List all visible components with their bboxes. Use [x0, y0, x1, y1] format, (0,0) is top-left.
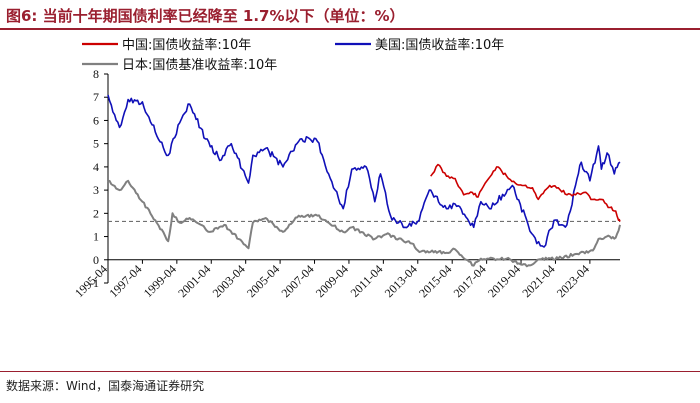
x-tick-label: 1999-04: [141, 262, 179, 300]
japan-10y-yield-line: [107, 179, 621, 268]
x-tick-label: 2007-04: [278, 262, 316, 300]
legend-china-label: 中国:国债收益率:10年: [122, 37, 251, 53]
x-tick-label: 2011-04: [348, 262, 386, 300]
title-rule: [0, 28, 700, 30]
x-tick-label: 2021-04: [519, 262, 557, 300]
legend-us-label: 美国:国债收益率:10年: [375, 37, 504, 53]
x-tick-label: 2009-04: [313, 262, 351, 300]
y-tick-label: 0: [93, 253, 99, 267]
x-tick-label: 2015-04: [416, 262, 454, 300]
chart-series-lines: [107, 94, 621, 268]
y-tick-label: -1: [89, 276, 99, 290]
y-tick-label: 8: [93, 67, 99, 81]
x-tick-label: 2013-04: [382, 262, 420, 300]
x-tick-label: 2023-04: [554, 262, 592, 300]
x-tick-label: 1997-04: [106, 262, 144, 300]
x-tick-label: 2001-04: [175, 262, 213, 300]
y-tick-label: 7: [93, 90, 99, 104]
footer-rule: [0, 371, 700, 372]
x-tick-label: 1995-04: [72, 262, 110, 300]
us-10y-yield-line: [107, 94, 621, 248]
y-tick-label: 6: [93, 113, 99, 127]
y-tick-label: 4: [93, 160, 99, 174]
x-tick-label: 2017-04: [451, 262, 489, 300]
chart-axes: -10123456781995-041997-041999-042001-042…: [72, 67, 620, 300]
x-tick-label: 2019-04: [485, 262, 523, 300]
y-tick-label: 3: [93, 183, 99, 197]
source-note: 数据来源：Wind，国泰海通证券研究: [6, 379, 205, 393]
legend-japan-label: 日本:国债基准收益率:10年: [122, 57, 277, 73]
china-10y-yield-line: [430, 163, 621, 222]
y-tick-label: 2: [93, 206, 99, 220]
figure-title: 图6: 当前十年期国债利率已经降至 1.7%以下（单位：%）: [6, 7, 405, 25]
y-tick-label: 1: [93, 230, 99, 244]
line-chart: -10123456781995-041997-041999-042001-042…: [72, 37, 621, 300]
x-tick-label: 2005-04: [244, 262, 282, 300]
x-tick-label: 2003-04: [210, 262, 248, 300]
y-tick-label: 5: [93, 137, 99, 151]
figure-title-bar: 图6: 当前十年期国债利率已经降至 1.7%以下（单位：%）: [0, 0, 700, 30]
